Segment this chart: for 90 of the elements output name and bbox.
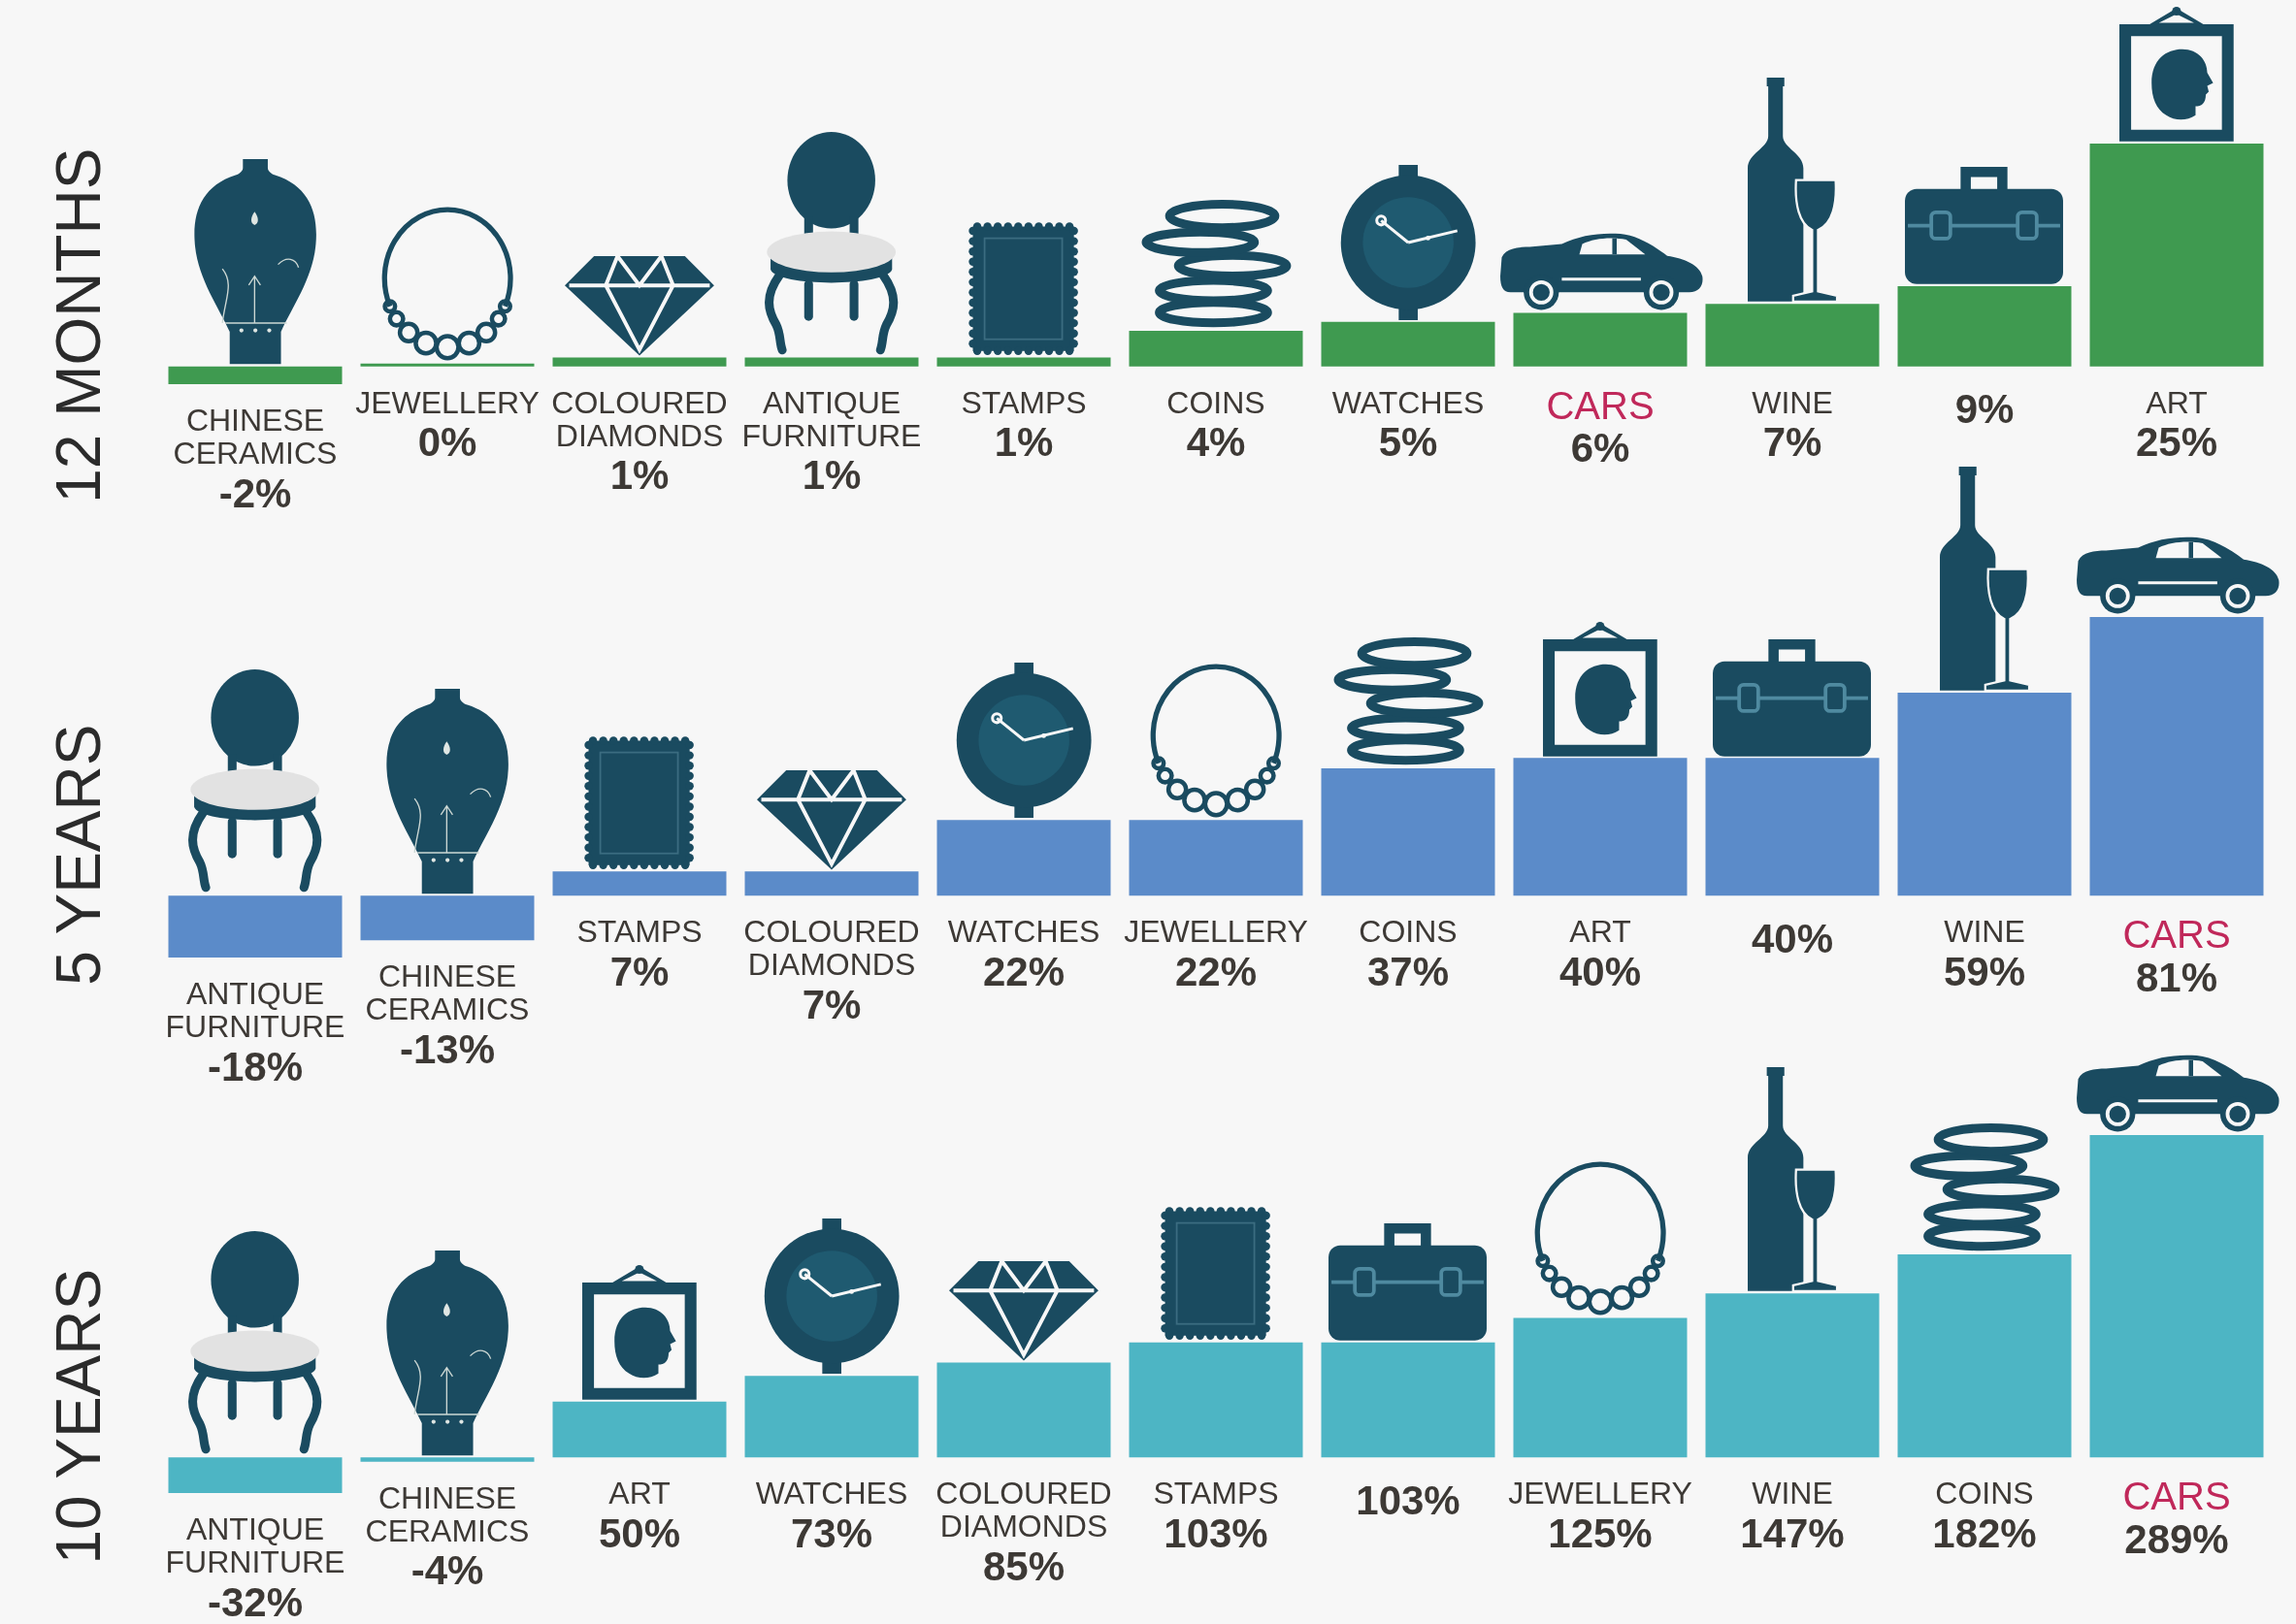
- bar: [552, 357, 727, 367]
- bar: [360, 1457, 535, 1462]
- x-tick-label: COLOURED DIAMONDS: [551, 384, 728, 453]
- x-tick-label: CARS: [2122, 1475, 2231, 1518]
- bar: [168, 1457, 343, 1493]
- data-label: 40%: [1558, 948, 1642, 994]
- bar: [2089, 1135, 2264, 1458]
- data-label: 40%: [1751, 915, 1834, 961]
- data-label: 59%: [1943, 948, 2026, 994]
- x-tick-label: STAMPS: [961, 384, 1087, 420]
- data-label: 4%: [1186, 419, 1246, 466]
- x-tick-label: WINE: [1944, 914, 2025, 950]
- data-label: 6%: [1570, 425, 1630, 471]
- bar: [1705, 1293, 1880, 1458]
- x-tick-label: ANTIQUE FURNITURE: [741, 384, 922, 453]
- data-label: 85%: [982, 1543, 1066, 1589]
- x-tick-label: STAMPS: [1153, 1476, 1279, 1511]
- bar: [744, 871, 919, 896]
- bar: [1129, 820, 1303, 896]
- bar: [2089, 617, 2264, 896]
- data-label: 103%: [1356, 1477, 1460, 1523]
- bar: [744, 1376, 919, 1458]
- x-tick-label: ART: [2146, 384, 2208, 420]
- data-label: 37%: [1366, 948, 1450, 994]
- x-tick-label: CARS: [1546, 383, 1655, 427]
- data-label: -4%: [410, 1547, 484, 1594]
- x-tick-label: COINS: [1166, 384, 1265, 420]
- data-label: 182%: [1932, 1510, 2037, 1556]
- data-label: 103%: [1164, 1510, 1268, 1556]
- bar: [1897, 693, 2072, 896]
- data-label: 289%: [2124, 1515, 2229, 1562]
- bar: [936, 820, 1111, 896]
- x-tick-label: COINS: [1935, 1476, 2034, 1511]
- bar: [744, 357, 919, 367]
- bar: [1705, 304, 1880, 367]
- x-tick-label: CHINESE CERAMICS: [365, 1479, 530, 1548]
- x-tick-label: WATCHES: [755, 1476, 908, 1511]
- data-label: -32%: [207, 1578, 304, 1624]
- bar: [1513, 312, 1688, 367]
- data-label: 7%: [1762, 419, 1822, 466]
- data-label: 5%: [1378, 419, 1438, 466]
- x-tick-label: WINE: [1752, 384, 1833, 420]
- bar: [360, 895, 535, 941]
- x-tick-label: CHINESE CERAMICS: [173, 403, 338, 471]
- text: 5 YEARS: [44, 724, 114, 986]
- data-label: 81%: [2135, 954, 2218, 1000]
- data-label: -2%: [218, 470, 292, 516]
- data-label: 7%: [802, 981, 862, 1027]
- data-label: 73%: [790, 1510, 873, 1556]
- data-label: -13%: [399, 1025, 496, 1072]
- bar: [552, 871, 727, 896]
- x-tick-label: COLOURED DIAMONDS: [743, 914, 920, 983]
- bar: [168, 366, 343, 384]
- bar: [1897, 1254, 2072, 1458]
- data-label: 1%: [994, 419, 1054, 466]
- x-tick-label: COINS: [1359, 914, 1458, 950]
- data-label: 50%: [598, 1510, 681, 1556]
- x-tick-label: JEWELLERY: [355, 384, 540, 420]
- data-label: 125%: [1548, 1510, 1653, 1556]
- data-label: 1%: [609, 452, 670, 499]
- data-label: 22%: [1174, 948, 1258, 994]
- x-tick-label: CHINESE CERAMICS: [365, 958, 530, 1027]
- bar: [1321, 321, 1495, 367]
- x-tick-label: WINE: [1752, 1476, 1833, 1511]
- x-tick-label: ANTIQUE FURNITURE: [165, 976, 345, 1044]
- bar: [1513, 1317, 1688, 1458]
- x-tick-label: COLOURED DIAMONDS: [935, 1476, 1112, 1544]
- data-label: 9%: [1954, 386, 2015, 433]
- bar: [936, 357, 1111, 367]
- bar: [168, 895, 343, 958]
- data-label: 22%: [982, 948, 1066, 994]
- data-label: 1%: [802, 452, 862, 499]
- data-label: 147%: [1740, 1510, 1845, 1556]
- x-tick-label: WATCHES: [1331, 384, 1485, 420]
- text: 10 YEARS: [44, 1268, 114, 1565]
- x-tick-label: STAMPS: [576, 914, 703, 950]
- text: 12 MONTHS: [44, 147, 114, 503]
- data-label: 25%: [2135, 419, 2218, 466]
- x-tick-label: JEWELLERY: [1508, 1476, 1692, 1511]
- bar: [1129, 1342, 1303, 1458]
- x-tick-label: WATCHES: [947, 914, 1100, 950]
- data-label: 0%: [417, 419, 477, 466]
- x-tick-label: JEWELLERY: [1124, 914, 1308, 950]
- data-label: 7%: [609, 948, 670, 994]
- x-tick-label: CARS: [2122, 913, 2231, 957]
- data-label: -18%: [207, 1043, 304, 1089]
- x-tick-label: ANTIQUE FURNITURE: [165, 1511, 345, 1579]
- x-tick-label: ART: [608, 1476, 671, 1511]
- bar: [1321, 768, 1495, 896]
- x-tick-label: ART: [1569, 914, 1631, 950]
